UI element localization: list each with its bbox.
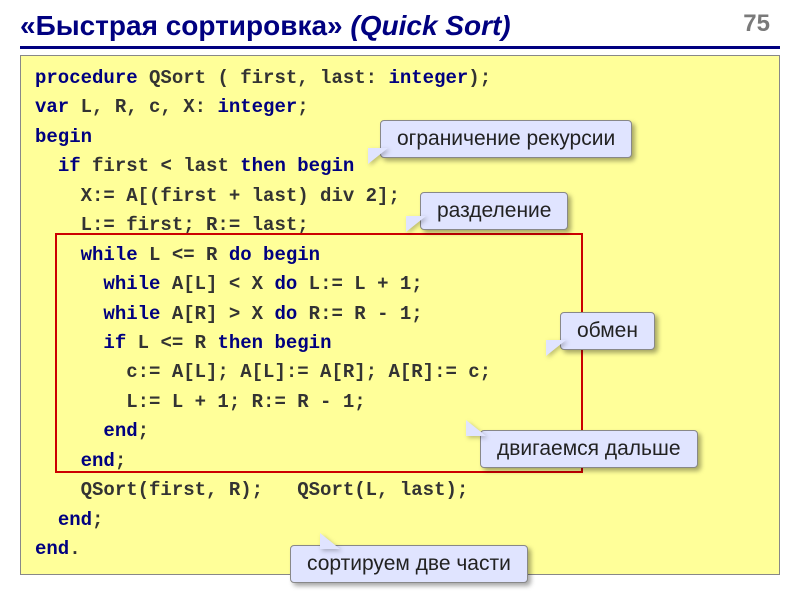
header-rule	[20, 46, 780, 49]
callout-tail	[368, 148, 388, 164]
title-italic: (Quick Sort)	[343, 10, 511, 41]
callout-tail	[406, 216, 426, 232]
callout-sort-parts: сортируем две части	[290, 545, 528, 583]
callout-partition: разделение	[420, 192, 568, 230]
callout-tail	[320, 533, 340, 549]
callout-tail	[466, 420, 486, 436]
callout-recursion-limit: ограничение рекурсии	[380, 120, 632, 158]
page-number: 75	[743, 10, 780, 38]
page-title: «Быстрая сортировка» (Quick Sort)	[20, 10, 511, 42]
callout-swap: обмен	[560, 312, 655, 350]
callout-tail	[546, 340, 566, 356]
callout-move-on: двигаемся дальше	[480, 430, 698, 468]
title-text: «Быстрая сортировка»	[20, 10, 343, 41]
